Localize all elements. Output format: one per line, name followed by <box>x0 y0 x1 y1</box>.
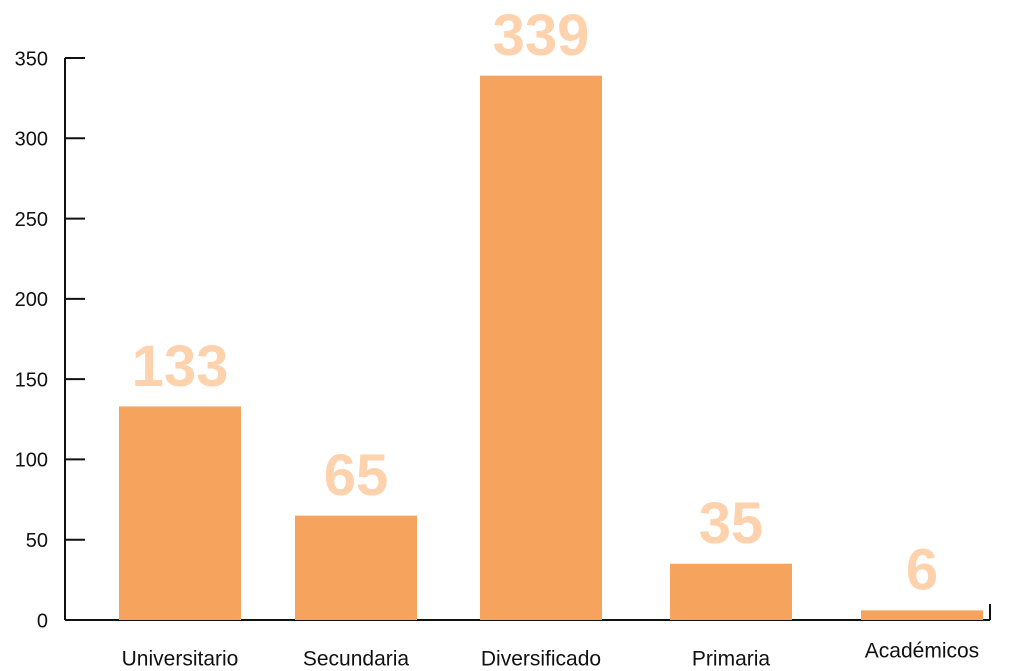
y-tick-label: 200 <box>15 289 48 311</box>
x-tick-label: Primaria <box>692 648 770 671</box>
value-label: 35 <box>699 491 764 556</box>
x-tick-label: Secundaria <box>303 648 410 671</box>
bar <box>480 75 602 621</box>
y-tick-label: 350 <box>15 48 48 70</box>
y-tick-label: 300 <box>15 129 48 151</box>
bar <box>861 610 983 620</box>
value-label: 6 <box>906 538 938 603</box>
y-tick-label: 150 <box>15 369 48 391</box>
value-label: 133 <box>132 334 229 399</box>
bar <box>295 515 417 620</box>
y-tick-label: 250 <box>15 209 48 231</box>
value-label: 339 <box>493 3 590 68</box>
x-tick-label: Universitario <box>122 648 239 671</box>
x-tick-label: Diversificado <box>481 648 601 671</box>
y-tick-label: 0 <box>37 610 48 632</box>
y-tick-label: 100 <box>15 450 48 472</box>
bar <box>670 563 792 620</box>
bar <box>119 406 241 620</box>
value-label: 65 <box>324 443 389 508</box>
x-tick-label: Académicos <box>865 640 979 663</box>
y-tick-label: 50 <box>26 530 48 552</box>
